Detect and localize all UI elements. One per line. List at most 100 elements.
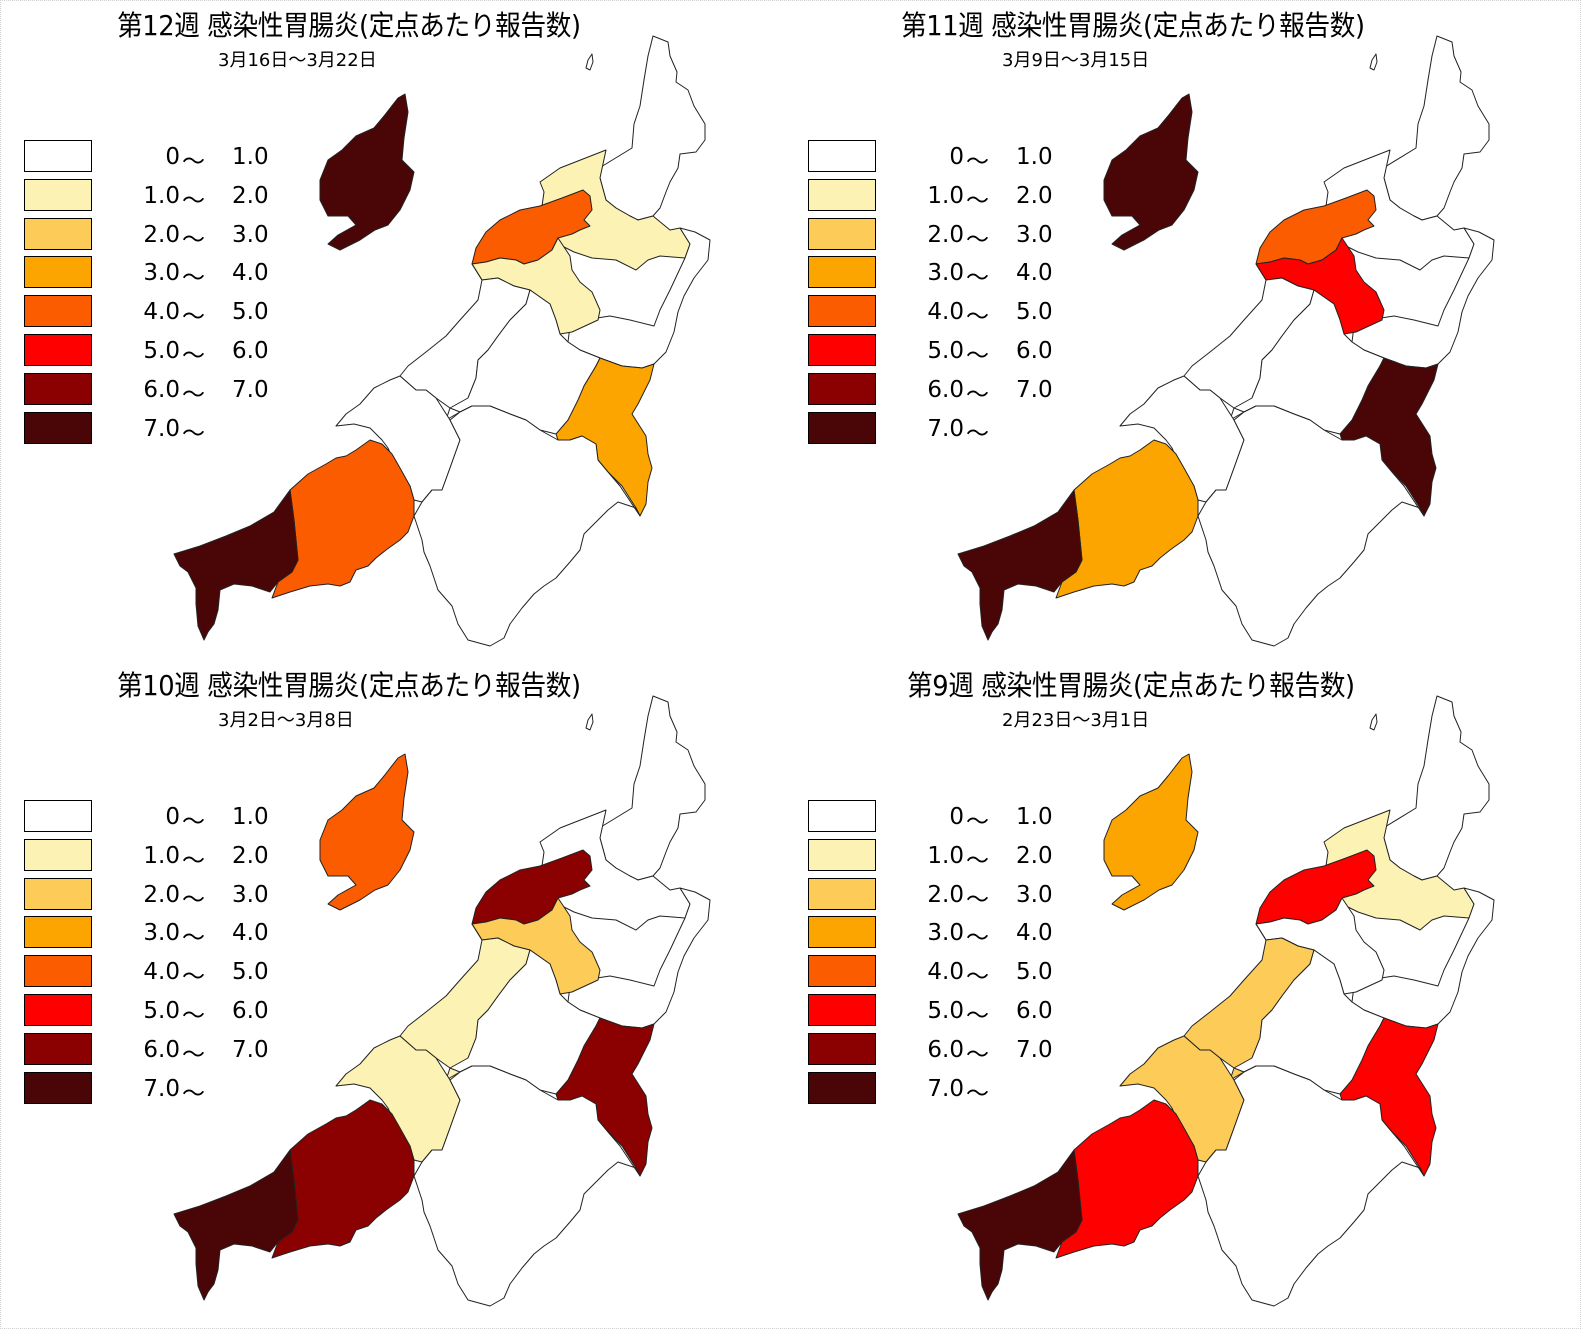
niigata-choropleth-map <box>957 695 1495 1307</box>
legend-low: 2.0 <box>927 221 964 248</box>
legend-high: 7.0 <box>1016 1036 1053 1063</box>
map-panel-week9: 第9週 感染性胃腸炎(定点あたり報告数) 2月23日～3月1日 0 ～ 1.0 1.0… <box>784 660 1574 1320</box>
legend-high: 2.0 <box>1016 842 1053 869</box>
legend-tilde: ～ <box>966 1080 989 1107</box>
legend-high: 2.0 <box>232 182 269 209</box>
map-panel-week10: 第10週 感染性胃腸炎(定点あたり報告数) 3月2日～3月8日 0 ～ 1.0 1.0… <box>0 660 790 1320</box>
legend-swatch <box>808 916 876 949</box>
legend-high: 1.0 <box>232 144 269 170</box>
legend-tilde: ～ <box>966 1002 989 1029</box>
legend-tilde: ～ <box>182 226 205 253</box>
legend-swatch <box>808 333 876 366</box>
region-minamiuonuma <box>413 1065 641 1307</box>
region-itoigawa <box>173 489 299 641</box>
legend-low: 2.0 <box>143 221 180 248</box>
region-sado <box>1103 753 1199 911</box>
legend-high: 6.0 <box>232 997 269 1024</box>
legend-tilde: ～ <box>966 304 989 331</box>
legend-low: 6.0 <box>143 1036 180 1063</box>
legend-high: 3.0 <box>1016 221 1053 248</box>
legend-low: 5.0 <box>143 337 180 364</box>
legend-swatch <box>24 295 92 328</box>
legend-high: 3.0 <box>1016 881 1053 908</box>
niigata-choropleth-map <box>957 35 1495 647</box>
region-niigata <box>471 189 593 265</box>
date-range: 3月2日～3月8日 <box>218 710 354 731</box>
legend-high: 4.0 <box>232 920 269 947</box>
legend-tilde: ～ <box>182 809 205 835</box>
legend-swatch <box>24 178 92 211</box>
legend-swatch <box>24 333 92 366</box>
legend-tilde: ～ <box>182 1002 205 1029</box>
date-range: 2月23日～3月1日 <box>1002 710 1150 731</box>
region-minamiuonuma <box>1197 405 1425 647</box>
legend-low: 0 <box>165 144 180 170</box>
legend-high: 5.0 <box>232 959 269 986</box>
legend-high: 6.0 <box>1016 997 1053 1024</box>
legend-swatch <box>808 178 876 211</box>
legend-low: 1.0 <box>143 842 180 869</box>
legend-tilde: ～ <box>182 149 205 175</box>
legend-low: 3.0 <box>927 260 964 287</box>
region-murakami <box>595 35 706 221</box>
legend-swatch <box>24 256 92 289</box>
legend-low: 2.0 <box>143 881 180 908</box>
legend-swatch <box>808 877 876 910</box>
legend-high: 4.0 <box>1016 920 1053 947</box>
map-panel-week12: 第12週 感染性胃腸炎(定点あたり報告数) 3月16日～3月22日 0 ～ 1.0 1… <box>0 0 790 660</box>
legend-low: 3.0 <box>143 260 180 287</box>
legend-tilde: ～ <box>966 381 989 408</box>
legend-high: 2.0 <box>1016 182 1053 209</box>
legend-high: 6.0 <box>232 337 269 364</box>
legend-tilde: ～ <box>966 149 989 175</box>
legend-swatch <box>808 217 876 250</box>
region-awashima <box>1369 713 1378 731</box>
legend-tilde: ～ <box>182 1080 205 1107</box>
legend-low: 1.0 <box>927 182 964 209</box>
legend-low: 6.0 <box>927 376 964 403</box>
legend-high: 1.0 <box>1016 144 1053 170</box>
legend-high: 1.0 <box>232 804 269 830</box>
region-sado <box>319 753 415 911</box>
region-murakami <box>1379 35 1490 221</box>
region-murakami <box>1379 695 1490 881</box>
legend-low: 6.0 <box>143 376 180 403</box>
region-itoigawa <box>957 1149 1083 1301</box>
legend-tilde: ～ <box>182 964 205 991</box>
legend-low: 3.0 <box>143 920 180 947</box>
legend-high: 7.0 <box>232 376 269 403</box>
legend-tilde: ～ <box>966 226 989 253</box>
legend-tilde: ～ <box>966 886 989 913</box>
legend-high: 3.0 <box>232 221 269 248</box>
legend-swatch <box>808 993 876 1026</box>
legend-tilde: ～ <box>182 265 205 292</box>
region-sado <box>1103 93 1199 251</box>
legend-swatch <box>24 838 92 871</box>
legend-tilde: ～ <box>182 187 205 214</box>
legend-low: 1.0 <box>143 182 180 209</box>
legend-tilde: ～ <box>182 304 205 331</box>
legend-swatch <box>808 411 876 444</box>
legend-low: 5.0 <box>927 337 964 364</box>
legend-tilde: ～ <box>182 1041 205 1068</box>
region-murakami <box>595 695 706 881</box>
legend-low: 7.0 <box>143 1075 180 1102</box>
legend-swatch <box>24 955 92 988</box>
legend-swatch <box>808 295 876 328</box>
region-niigata <box>1255 849 1377 925</box>
legend-swatch <box>24 140 92 172</box>
legend-tilde: ～ <box>182 342 205 369</box>
legend-swatch <box>24 916 92 949</box>
legend-low: 0 <box>165 804 180 830</box>
legend-swatch <box>24 1032 92 1065</box>
region-itoigawa <box>957 489 1083 641</box>
legend-low: 7.0 <box>927 1075 964 1102</box>
legend-swatch <box>24 993 92 1026</box>
region-sado <box>319 93 415 251</box>
legend-high: 6.0 <box>1016 337 1053 364</box>
legend-tilde: ～ <box>182 420 205 447</box>
legend-high: 1.0 <box>1016 804 1053 830</box>
legend-low: 4.0 <box>927 959 964 986</box>
legend-tilde: ～ <box>966 265 989 292</box>
niigata-choropleth-map <box>173 35 711 647</box>
